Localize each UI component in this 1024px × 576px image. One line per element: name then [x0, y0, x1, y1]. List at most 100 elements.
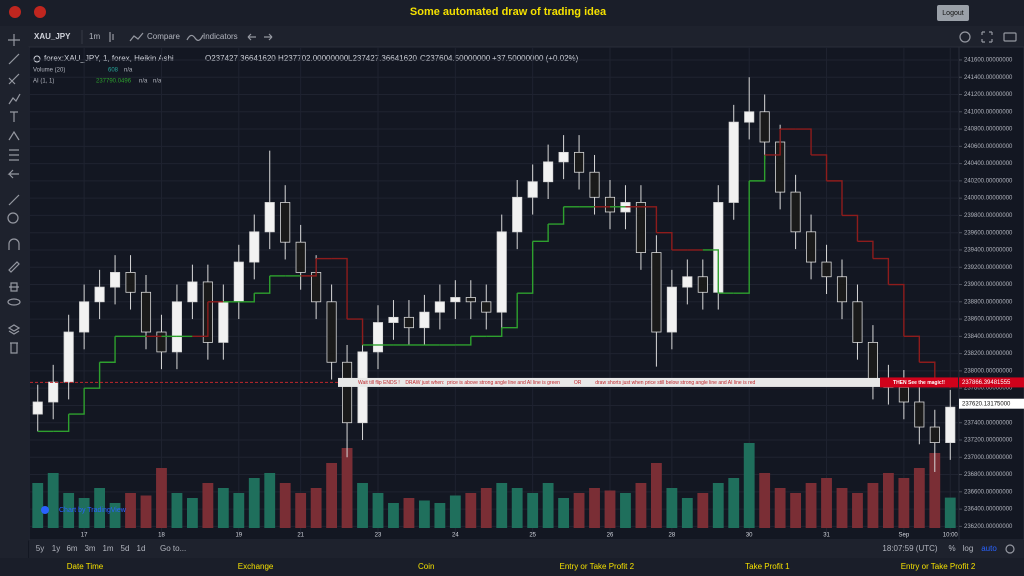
indicators-icon[interactable] — [186, 34, 204, 41]
volume-bar — [32, 483, 44, 528]
volume-bar — [403, 498, 415, 528]
volume-bar — [480, 488, 492, 528]
fib-tool[interactable] — [8, 73, 20, 85]
ai-line-step — [331, 257, 348, 320]
ai-line-step — [764, 129, 781, 156]
range-button[interactable]: 1y — [52, 544, 60, 553]
volume-bar — [63, 493, 75, 528]
range-button[interactable]: 1m — [102, 544, 113, 553]
annotation: Wait till flip ENDS ! DRAW just when: pr… — [358, 380, 756, 386]
snapshot-icon[interactable] — [1003, 32, 1017, 42]
candle-icon[interactable] — [109, 32, 114, 42]
ai-line-step — [795, 128, 812, 155]
eye-tool[interactable] — [7, 298, 21, 306]
volume-bar — [202, 483, 214, 528]
volume-value: 608 — [108, 68, 119, 74]
ai-line-step — [254, 275, 271, 294]
y-tick-label: 236600.00000000 — [964, 489, 1013, 495]
candle-body — [249, 231, 260, 263]
candle-body — [372, 322, 384, 353]
compare[interactable]: Compare — [147, 32, 180, 41]
volume-bar — [78, 498, 90, 528]
ai-line-step — [238, 293, 255, 303]
volume-bar — [929, 453, 941, 528]
y-tick-label: 236800.00000000 — [964, 472, 1013, 478]
candle-body — [945, 406, 956, 443]
axis-settings-icon[interactable] — [1005, 544, 1015, 554]
logout-button[interactable] — [937, 5, 969, 21]
crosshair-tool[interactable] — [8, 34, 20, 46]
ai-line-step — [99, 336, 116, 363]
ai-line-step — [501, 293, 518, 329]
annotation-box — [338, 377, 880, 387]
settings-icon[interactable] — [959, 31, 971, 43]
candle-body — [527, 181, 538, 198]
candle-body — [187, 281, 198, 303]
range-button[interactable]: 5y — [36, 544, 44, 553]
range-button[interactable]: 1d — [137, 544, 146, 553]
auto-toggle[interactable]: auto — [981, 544, 997, 553]
footer-column: Take Profit 1 — [745, 562, 790, 571]
volume-bar — [743, 443, 755, 528]
volume-bar — [326, 463, 338, 528]
pattern-tool[interactable] — [8, 93, 21, 105]
undo-icon[interactable] — [247, 33, 256, 41]
percent-toggle[interactable]: % — [948, 544, 955, 553]
candle-body — [419, 311, 430, 329]
x-tick-label: 26 — [607, 533, 614, 539]
interval[interactable]: 1m — [89, 32, 100, 41]
redo-icon[interactable] — [264, 33, 273, 41]
layers-tool[interactable] — [7, 324, 21, 335]
shapes-tool[interactable] — [8, 130, 20, 141]
zoom-tool[interactable] — [7, 212, 19, 224]
watermark: Chart by TradingView — [59, 507, 127, 514]
y-tick-label: 239000.00000000 — [964, 282, 1013, 288]
candle-body — [697, 276, 708, 293]
candle-body — [125, 272, 136, 293]
text-tool[interactable] — [10, 111, 18, 122]
volume-bar — [650, 463, 662, 528]
candle-body — [94, 286, 105, 303]
ruler-tool[interactable] — [8, 194, 20, 206]
volume-bar — [125, 493, 136, 528]
candle-body — [682, 276, 693, 288]
compare-icon[interactable] — [129, 32, 144, 42]
range-button[interactable]: 6m — [66, 544, 77, 553]
magnet-tool[interactable] — [8, 238, 20, 250]
ai-line-step — [733, 180, 750, 294]
x-tick-label: 18 — [158, 533, 165, 539]
y-tick-label: 240600.00000000 — [964, 144, 1013, 150]
ai-line-step — [455, 336, 472, 346]
volume-bar — [852, 493, 863, 528]
symbol[interactable]: XAU_JPY — [34, 32, 71, 41]
trash-tool[interactable] — [10, 342, 18, 354]
ai-line-step — [84, 362, 101, 389]
logout-label[interactable]: Logout — [942, 10, 963, 17]
drawing-toolbar — [0, 26, 28, 558]
logo — [34, 6, 46, 18]
ai-line-step — [826, 180, 843, 216]
measure-tool[interactable] — [9, 149, 19, 161]
candle-body — [110, 272, 121, 288]
candle-body — [140, 291, 152, 333]
range-button[interactable]: 3m — [84, 544, 95, 553]
volume-bar — [217, 488, 229, 528]
hide-tool[interactable] — [9, 282, 19, 292]
volume-bar — [712, 483, 724, 528]
log-toggle[interactable]: log — [963, 544, 974, 553]
ai-line-step — [857, 240, 874, 259]
volume-bar — [620, 493, 631, 528]
goto[interactable]: Go to... — [160, 544, 186, 553]
back-tool[interactable] — [7, 169, 19, 179]
fullscreen-icon[interactable] — [981, 31, 993, 43]
candle-body — [434, 301, 445, 313]
candle-body — [790, 191, 801, 233]
indicators[interactable]: Indicators — [203, 32, 238, 41]
legend-low: L237427.36641620 — [348, 54, 418, 63]
range-button[interactable]: 5d — [121, 544, 130, 553]
ai-line-step — [640, 206, 658, 233]
ai-line-step — [702, 249, 719, 294]
lock-tool[interactable] — [8, 261, 20, 273]
trendline-tool[interactable] — [8, 53, 20, 65]
volume-bar — [697, 493, 709, 528]
